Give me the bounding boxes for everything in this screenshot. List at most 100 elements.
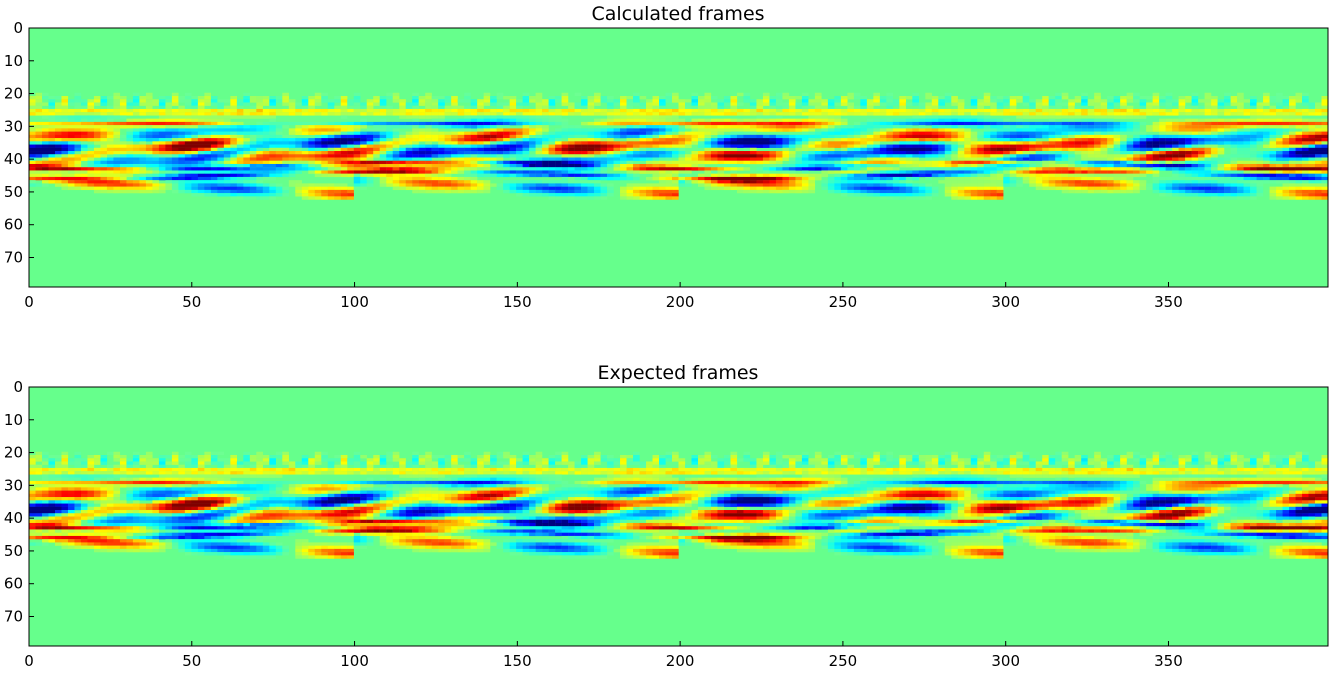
heatmap-cell — [145, 154, 153, 158]
heatmap-cell — [672, 141, 679, 145]
heatmap-cell — [1224, 95, 1231, 100]
heatmap-cell — [860, 147, 868, 152]
heatmap-cell — [1178, 157, 1186, 161]
heatmap-cell — [1146, 170, 1153, 174]
heatmap-cell — [775, 92, 783, 97]
heatmap-cell — [418, 144, 426, 148]
heatmap-cell — [990, 102, 997, 106]
heatmap-cell — [366, 138, 374, 142]
heatmap-cell — [80, 131, 88, 135]
heatmap-cell — [1133, 131, 1140, 135]
heatmap-cell — [853, 144, 861, 148]
heatmap-cell — [301, 144, 309, 148]
heatmap-cell — [418, 176, 426, 181]
heatmap-cell — [451, 138, 458, 142]
heatmap-cell — [535, 141, 543, 145]
heatmap-cell — [1146, 144, 1153, 148]
heatmap-cell — [1081, 102, 1088, 106]
heatmap-cell — [392, 163, 400, 168]
heatmap-cell — [1289, 118, 1296, 123]
heatmap-cell — [230, 115, 238, 119]
heatmap-cell — [1048, 102, 1056, 106]
heatmap-cell — [918, 102, 926, 106]
heatmap-cell — [1165, 141, 1173, 145]
heatmap-cell — [457, 125, 465, 129]
heatmap-cell — [847, 141, 855, 145]
heatmap-cell — [1308, 147, 1316, 152]
heatmap-cell — [132, 95, 140, 100]
heatmap-cell — [54, 121, 62, 126]
heatmap-cell — [639, 147, 647, 152]
heatmap-cell — [1282, 141, 1290, 145]
heatmap-cell — [853, 157, 861, 161]
heatmap-cell — [113, 105, 121, 110]
heatmap-cell — [93, 183, 101, 187]
heatmap-cell — [431, 134, 439, 139]
heatmap-cell — [516, 154, 523, 158]
heatmap-cell — [399, 176, 406, 181]
heatmap-cell — [366, 151, 374, 155]
heatmap-cell — [814, 108, 822, 113]
heatmap-cell — [1178, 180, 1186, 184]
heatmap-cell — [1035, 112, 1043, 116]
heatmap-cell — [1061, 170, 1069, 174]
heatmap-cell — [464, 128, 471, 132]
heatmap-cell — [243, 102, 250, 106]
heatmap-cell — [1133, 128, 1140, 132]
heatmap-cell — [210, 108, 218, 113]
heatmap-cell — [788, 134, 796, 139]
heatmap-cell — [633, 173, 640, 178]
heatmap-cell — [256, 105, 263, 110]
heatmap-cell — [808, 151, 816, 155]
heatmap-cell — [1315, 105, 1322, 110]
heatmap-cell — [438, 125, 445, 129]
heatmap-cell — [74, 99, 82, 103]
heatmap-cell — [1243, 118, 1251, 123]
heatmap-cell — [1139, 170, 1147, 174]
heatmap-cell — [1276, 112, 1283, 116]
heatmap-cell — [1074, 112, 1082, 116]
heatmap-cell — [152, 102, 160, 106]
heatmap-cell — [444, 157, 452, 161]
heatmap-cell — [87, 170, 95, 174]
heatmap-cell — [1139, 138, 1147, 142]
heatmap-cell — [1321, 157, 1328, 161]
heatmap-cell — [996, 160, 1004, 165]
heatmap-cell — [100, 180, 108, 184]
heatmap-cell — [529, 170, 536, 174]
heatmap-cell — [54, 105, 62, 110]
heatmap-cell — [54, 160, 62, 165]
heatmap-cell — [1035, 141, 1043, 145]
heatmap-cell — [1003, 112, 1010, 116]
heatmap-cell — [561, 154, 569, 158]
heatmap-cell — [288, 99, 296, 103]
heatmap-cell — [1289, 102, 1296, 106]
heatmap-cell — [1263, 157, 1270, 161]
heatmap-cell — [1061, 118, 1069, 123]
heatmap-cell — [646, 144, 653, 148]
heatmap-cell — [210, 170, 218, 174]
heatmap-cell — [814, 118, 822, 123]
heatmap-cell — [165, 99, 173, 103]
heatmap-cell — [80, 99, 88, 103]
heatmap-cell — [659, 138, 666, 142]
heatmap-cell — [243, 173, 250, 178]
heatmap-cell — [607, 173, 614, 178]
heatmap-cell — [879, 157, 887, 161]
heatmap-cell — [1250, 115, 1257, 119]
heatmap-cell — [67, 183, 75, 187]
heatmap-cell — [236, 131, 244, 135]
heatmap-cell — [801, 144, 809, 148]
heatmap-cell — [152, 163, 160, 168]
heatmap-cell — [360, 151, 367, 155]
heatmap-cell — [912, 160, 919, 165]
heatmap-cell — [158, 151, 166, 155]
heatmap-cell — [431, 105, 439, 110]
heatmap-cell — [184, 134, 192, 139]
heatmap-cell — [1061, 180, 1069, 184]
heatmap-cell — [970, 176, 978, 181]
heatmap-cell — [749, 99, 757, 103]
heatmap-cell — [1139, 115, 1147, 119]
heatmap-cell — [678, 99, 686, 103]
heatmap-cell — [35, 102, 43, 106]
